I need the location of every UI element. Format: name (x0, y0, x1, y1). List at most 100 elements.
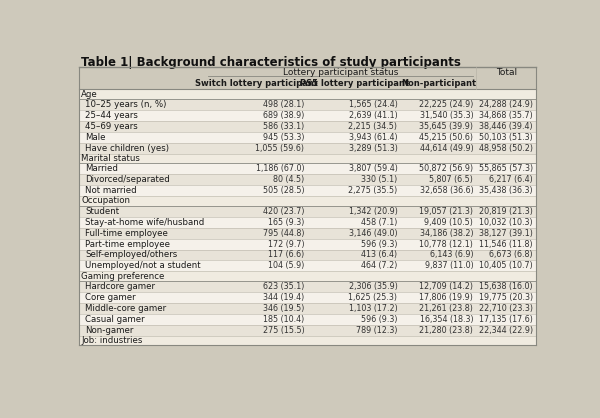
Text: 25–44 years: 25–44 years (85, 111, 138, 120)
Text: 117 (6.6): 117 (6.6) (268, 250, 304, 260)
Text: 45–69 years: 45–69 years (85, 122, 138, 131)
Text: 31,540 (35.3): 31,540 (35.3) (419, 111, 473, 120)
Text: 10,405 (10.7): 10,405 (10.7) (479, 261, 533, 270)
Text: 17,135 (17.6): 17,135 (17.6) (479, 315, 533, 324)
Text: Married: Married (85, 164, 118, 173)
Bar (79, 121, 536, 132)
Text: Not married: Not married (85, 186, 137, 195)
Bar (79, 196, 536, 206)
Bar (79, 185, 536, 196)
Text: 3,807 (59.4): 3,807 (59.4) (349, 164, 397, 173)
Bar (79, 174, 536, 185)
Text: 795 (44.8): 795 (44.8) (263, 229, 304, 237)
Text: 505 (28.5): 505 (28.5) (263, 186, 304, 195)
Text: 165 (9.3): 165 (9.3) (268, 218, 304, 227)
Text: 789 (12.3): 789 (12.3) (356, 326, 397, 335)
Text: 22,344 (22.9): 22,344 (22.9) (479, 326, 533, 335)
Text: 275 (15.5): 275 (15.5) (263, 326, 304, 335)
Text: 2,639 (41.1): 2,639 (41.1) (349, 111, 397, 120)
Bar (79, 163, 536, 174)
Text: 32,658 (36.6): 32,658 (36.6) (419, 186, 473, 195)
Text: Unemployed/not a student: Unemployed/not a student (85, 261, 200, 270)
Text: 35,438 (36.3): 35,438 (36.3) (479, 186, 533, 195)
Text: 1,625 (25.3): 1,625 (25.3) (349, 293, 397, 302)
Bar (79, 89, 536, 99)
Text: 464 (7.2): 464 (7.2) (361, 261, 397, 270)
Text: Gaming preference: Gaming preference (81, 272, 164, 281)
Text: 1,103 (17.2): 1,103 (17.2) (349, 304, 397, 313)
Bar (79, 67, 536, 89)
Bar (79, 99, 536, 110)
Text: Marital status: Marital status (81, 154, 140, 163)
Text: 21,280 (23.8): 21,280 (23.8) (419, 326, 473, 335)
Bar (79, 336, 536, 345)
Text: 1,565 (24.4): 1,565 (24.4) (349, 100, 397, 109)
Text: 80 (4.5): 80 (4.5) (273, 175, 304, 184)
Text: 420 (23.7): 420 (23.7) (263, 207, 304, 216)
Text: 50,872 (56.9): 50,872 (56.9) (419, 164, 473, 173)
Text: Non-participant: Non-participant (401, 79, 476, 88)
Text: 48,958 (50.2): 48,958 (50.2) (479, 144, 533, 153)
Bar (79, 206, 536, 217)
Text: 2,215 (34.5): 2,215 (34.5) (349, 122, 397, 131)
Text: Total: Total (496, 68, 517, 77)
Bar (79, 239, 536, 250)
Text: 596 (9.3): 596 (9.3) (361, 315, 397, 324)
Text: Core gamer: Core gamer (85, 293, 136, 302)
Text: 1,055 (59.6): 1,055 (59.6) (256, 144, 304, 153)
Text: Middle-core gamer: Middle-core gamer (85, 304, 166, 313)
Text: Stay-at-home wife/husband: Stay-at-home wife/husband (85, 218, 205, 227)
Text: 498 (28.1): 498 (28.1) (263, 100, 304, 109)
Text: 3,289 (51.3): 3,289 (51.3) (349, 144, 397, 153)
Text: 16,354 (18.3): 16,354 (18.3) (420, 315, 473, 324)
Bar (79, 154, 536, 163)
Text: 346 (19.5): 346 (19.5) (263, 304, 304, 313)
Text: Lottery participant status: Lottery participant status (283, 68, 398, 77)
Text: 19,057 (21.3): 19,057 (21.3) (419, 207, 473, 216)
Bar (79, 314, 536, 325)
Text: 330 (5.1): 330 (5.1) (361, 175, 397, 184)
Text: 38,127 (39.1): 38,127 (39.1) (479, 229, 533, 237)
Text: Age: Age (81, 90, 98, 99)
Text: Have children (yes): Have children (yes) (85, 144, 169, 153)
Text: Table 1| Background characteristics of study participants: Table 1| Background characteristics of s… (81, 56, 461, 69)
Text: 5,807 (6.5): 5,807 (6.5) (430, 175, 473, 184)
Text: 50,103 (51.3): 50,103 (51.3) (479, 133, 533, 142)
Bar (79, 228, 536, 239)
Bar (79, 260, 536, 271)
Text: Self-employed/others: Self-employed/others (85, 250, 178, 260)
Text: 55,865 (57.3): 55,865 (57.3) (479, 164, 533, 173)
Text: PS5 lottery participant: PS5 lottery participant (299, 79, 409, 88)
Text: 945 (53.3): 945 (53.3) (263, 133, 304, 142)
Text: Switch lottery participant: Switch lottery participant (195, 79, 318, 88)
Bar (79, 143, 536, 154)
Text: 3,146 (49.0): 3,146 (49.0) (349, 229, 397, 237)
Text: 9,409 (10.5): 9,409 (10.5) (424, 218, 473, 227)
Text: Non-gamer: Non-gamer (85, 326, 133, 335)
Bar (79, 281, 536, 292)
Text: 3,943 (61.4): 3,943 (61.4) (349, 133, 397, 142)
Text: 10,778 (12.1): 10,778 (12.1) (419, 240, 473, 249)
Text: 22,710 (23.3): 22,710 (23.3) (479, 304, 533, 313)
Bar (79, 271, 536, 281)
Text: 586 (33.1): 586 (33.1) (263, 122, 304, 131)
Bar (79, 132, 536, 143)
Text: 458 (7.1): 458 (7.1) (361, 218, 397, 227)
Text: 6,143 (6.9): 6,143 (6.9) (430, 250, 473, 260)
Text: Part-time employee: Part-time employee (85, 240, 170, 249)
Bar (79, 325, 536, 336)
Text: 1,342 (20.9): 1,342 (20.9) (349, 207, 397, 216)
Text: 17,806 (19.9): 17,806 (19.9) (419, 293, 473, 302)
Text: 596 (9.3): 596 (9.3) (361, 240, 397, 249)
Text: 11,546 (11.8): 11,546 (11.8) (479, 240, 533, 249)
Text: 34,186 (38.2): 34,186 (38.2) (420, 229, 473, 237)
Text: 44,614 (49.9): 44,614 (49.9) (419, 144, 473, 153)
Text: 104 (5.9): 104 (5.9) (268, 261, 304, 270)
Text: 35,645 (39.9): 35,645 (39.9) (419, 122, 473, 131)
Bar (79, 250, 536, 260)
Text: 2,306 (35.9): 2,306 (35.9) (349, 282, 397, 291)
Text: 34,868 (35.7): 34,868 (35.7) (479, 111, 533, 120)
Bar (79, 110, 536, 121)
Text: 1,186 (67.0): 1,186 (67.0) (256, 164, 304, 173)
Text: Job: industries: Job: industries (81, 336, 143, 345)
